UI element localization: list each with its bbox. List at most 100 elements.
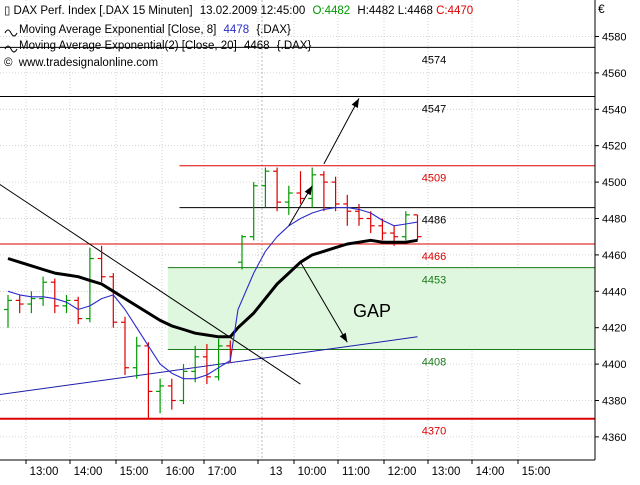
- ohlc-bar: [249, 182, 258, 241]
- ohlc-bar: [50, 278, 59, 314]
- ohlc-bar: [39, 276, 48, 306]
- y-tick-label: 4580: [602, 32, 626, 44]
- datetime: 13.02.2009 12:45:00: [200, 5, 306, 17]
- arrow-head: [304, 185, 313, 196]
- x-tick-label: 14:00: [476, 466, 505, 478]
- ohlc-bar: [238, 234, 246, 270]
- ohlc-bar: [132, 336, 141, 379]
- level-label: 4486: [422, 215, 446, 227]
- level-label: 4466: [422, 251, 446, 263]
- x-tick-label: 15:00: [120, 466, 149, 478]
- y-tick-label: 4360: [602, 432, 626, 444]
- level-label: 4453: [422, 275, 446, 287]
- high-value: H:4482: [357, 5, 394, 17]
- y-tick-label: 4560: [602, 68, 626, 80]
- ohlc-bar: [15, 294, 24, 314]
- instrument-name: DAX Perf. Index [.DAX 15 Minuten]: [14, 5, 193, 17]
- ohlc-bar: [214, 338, 223, 381]
- level-label: 4547: [422, 104, 446, 116]
- x-tick-label: 17:00: [208, 466, 237, 478]
- ohlc-bar: [62, 294, 71, 314]
- instrument-icon: ▯: [4, 5, 10, 17]
- ohlc-bar: [74, 296, 83, 325]
- ohlc-bar: [156, 378, 165, 414]
- ohlc-bar: [378, 218, 387, 241]
- y-tick-label: 4540: [602, 104, 626, 116]
- ohlc-bar: [401, 211, 410, 241]
- ohlc-bar: [343, 194, 352, 226]
- arrow: [323, 98, 360, 165]
- ohlc-bar: [202, 344, 211, 385]
- ohlc-bar: [273, 167, 282, 212]
- x-tick-label: 15:00: [522, 466, 551, 478]
- ma2-suffix: {.DAX}: [277, 40, 312, 52]
- ma1-legend-text: Moving Average Exponential [Close, 8] 44…: [19, 24, 291, 36]
- ohlc-bar: [355, 203, 363, 226]
- x-tick-label: 13:00: [432, 466, 461, 478]
- ohlc-bar: [261, 167, 270, 208]
- y-tick-label: 4380: [602, 396, 626, 408]
- arrow-head: [351, 98, 359, 108]
- y-tick-label: 4460: [602, 250, 626, 262]
- y-tick-label: 4480: [602, 214, 626, 226]
- gap-annotation: GAP: [353, 301, 391, 321]
- arrow-shaft: [323, 98, 360, 165]
- level-label: 4408: [422, 357, 446, 369]
- x-tick-label: 14:00: [74, 466, 103, 478]
- ohlc-bar: [366, 211, 375, 234]
- arrow-shaft: [300, 261, 348, 343]
- ohlc-bar: [144, 342, 153, 419]
- arrow-head: [339, 332, 348, 343]
- y-tick-label: 4440: [602, 286, 626, 298]
- trendline: [0, 183, 301, 385]
- ema8-line: [7, 207, 418, 380]
- axes: € 4360 4380 4400 4420 4440 4460 4480 4500 4520 45…: [0, 0, 626, 478]
- ohlc-bar: [308, 167, 317, 208]
- level-label: 4370: [422, 426, 446, 438]
- annotation-arrows: [288, 98, 360, 343]
- ma1-legend: Moving Average Exponential [Close, 8] 44…: [4, 24, 291, 37]
- copyright-icon: ©: [4, 57, 13, 69]
- header-line-1: ▯ DAX Perf. Index [.DAX 15 Minuten] 13.0…: [4, 5, 473, 17]
- ohlc-bar: [191, 345, 200, 383]
- ohlc-bar: [296, 171, 305, 204]
- ohlc-bar: [109, 273, 118, 328]
- ema20-line: [7, 238, 418, 339]
- ohlc-bar: [121, 316, 129, 376]
- y-tick-label: 4520: [602, 141, 626, 153]
- gap-zone-layer: [167, 267, 596, 350]
- level-label: 4509: [422, 173, 446, 185]
- ohlc-bar: [27, 291, 36, 314]
- arrow: [300, 261, 348, 343]
- ohlc-bar: [319, 171, 328, 212]
- horizontal-levels: 4574 4547 4509 4486 4466 4453 4408 4370: [0, 46, 595, 438]
- currency-label: €: [598, 2, 605, 16]
- ohlc-bar: [85, 247, 94, 323]
- ohlc-bar: [4, 294, 12, 328]
- ma1-legend-icon: [4, 29, 18, 37]
- ma1-suffix: {.DAX}: [256, 24, 291, 36]
- x-tick-label: 16:00: [166, 466, 195, 478]
- level-label: 4574: [422, 54, 446, 66]
- source-text: www.tradesignalonline.com: [18, 57, 158, 69]
- x-tick-label: 12:00: [388, 466, 417, 478]
- x-tick-label: 11:00: [342, 466, 370, 478]
- y-tick-label: 4400: [602, 359, 626, 371]
- ma2-legend: Moving Average Exponential(2) [Close, 20…: [4, 40, 312, 53]
- x-tick-label: 10:00: [298, 466, 327, 478]
- ohlc-bar: [331, 176, 340, 212]
- chart-header: ▯ DAX Perf. Index [.DAX 15 Minuten] 13.0…: [4, 5, 473, 69]
- y-tick-label: 4500: [602, 177, 626, 189]
- low-value: L:4468: [398, 5, 433, 17]
- ohlc-bar: [284, 185, 293, 215]
- ohlc-bar: [97, 245, 106, 283]
- open-value: O:4482: [312, 5, 350, 17]
- x-tick-label: 13: [270, 466, 283, 478]
- ohlc-bar: [167, 378, 176, 410]
- moving-averages: [7, 207, 418, 380]
- ma2-value: 4468: [244, 40, 270, 52]
- ma1-label: Moving Average Exponential [Close, 8]: [19, 24, 216, 36]
